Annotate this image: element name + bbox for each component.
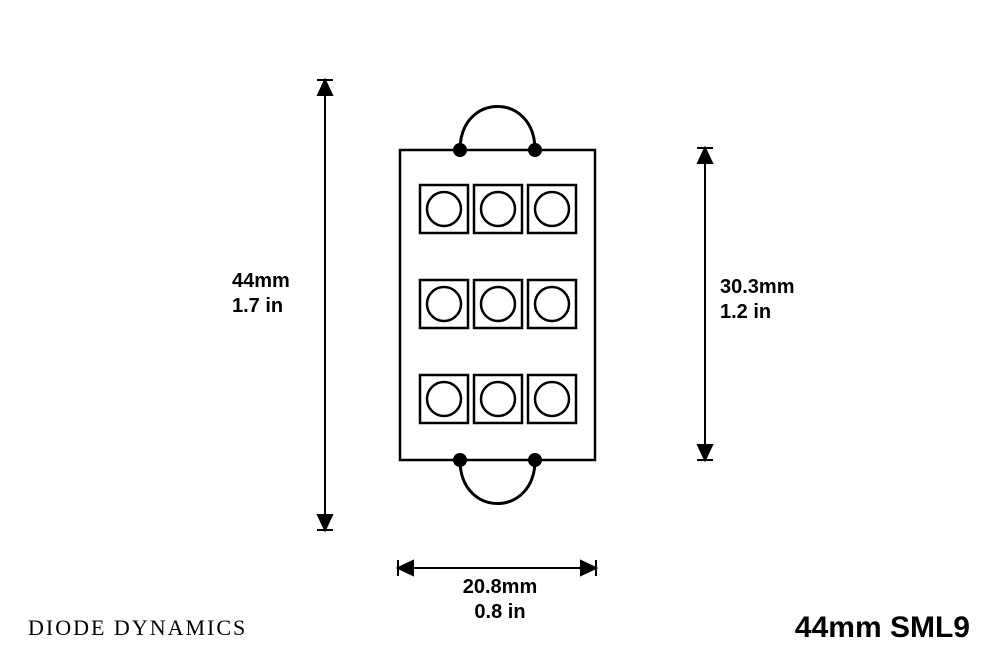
- dim-mm: 20.8mm: [463, 576, 538, 598]
- dim-mm: 44mm: [232, 270, 290, 292]
- led-row-2: [420, 280, 576, 328]
- dim-label-height-overall: 44mm 1.7 in: [232, 269, 290, 319]
- product-label: 44mm SML9: [795, 611, 970, 645]
- led-row-3: [420, 375, 576, 423]
- dim-label-height-board: 30.3mm 1.2 in: [720, 275, 795, 325]
- dim-line-left: [317, 80, 333, 530]
- dim-line-bottom: [398, 560, 596, 576]
- dim-label-width-board: 20.8mm 0.8 in: [463, 575, 538, 625]
- technical-drawing: 44mm 1.7 in 30.3mm 1.2 in 20.8mm 0.8 in: [0, 0, 1000, 667]
- dim-in: 0.8 in: [474, 601, 525, 623]
- dim-in: 1.2 in: [720, 301, 771, 323]
- dim-in: 1.7 in: [232, 295, 283, 317]
- board-outline: [400, 150, 595, 460]
- drawing-svg: [0, 0, 1000, 667]
- dim-line-right: [697, 148, 713, 460]
- dim-mm: 30.3mm: [720, 276, 795, 298]
- brand-name: DIODE DYNAMICS: [28, 615, 247, 641]
- led-row-1: [420, 185, 576, 233]
